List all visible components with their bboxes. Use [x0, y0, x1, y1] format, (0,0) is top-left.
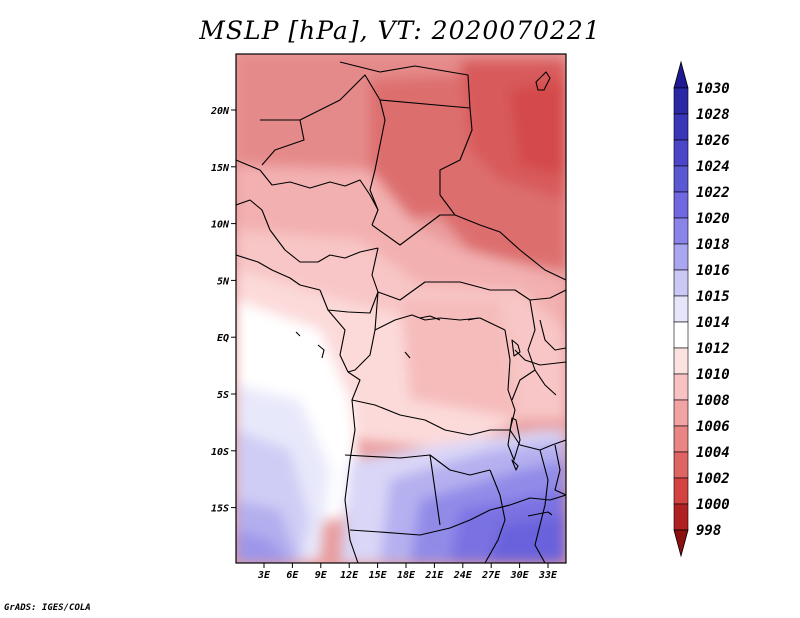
colorbar-label: 1022 [696, 185, 730, 201]
x-tick-label: 24E [453, 570, 473, 581]
country-borders [236, 61, 566, 563]
y-tick-label: 15N [211, 163, 230, 174]
colorbar-segment [673, 87, 689, 115]
colorbar-segment [673, 191, 689, 219]
x-tick-label: 33E [538, 570, 558, 581]
x-tick-label: 18E [397, 570, 416, 581]
colorbar-label: 1026 [696, 133, 730, 149]
colorbar-label: 1016 [696, 263, 730, 279]
x-tick-label: 3E [257, 570, 271, 581]
x-tick-label: 27E [481, 570, 501, 581]
colorbar-segment [673, 269, 689, 297]
x-tick-label: 30E [510, 570, 530, 581]
colorbar-label: 1015 [696, 289, 730, 305]
x-tick-label: 9E [315, 570, 328, 581]
colorbar-segment [673, 113, 689, 141]
colorbar: 1030 1028 1026 1024 1022 1020 1018 1016 1015 1014… [673, 60, 730, 558]
colorbar-segment [673, 243, 689, 271]
y-tick-label: EQ [217, 333, 229, 344]
colorbar-label: 1014 [696, 315, 730, 331]
x-tick-label: 6E [286, 570, 299, 581]
x-tick-label: 15E [369, 570, 388, 581]
y-axis: 20N 15N 10N 5N EQ 5S 10S 15S [210, 106, 236, 515]
colorbar-segment [673, 477, 689, 505]
y-tick-label: 10S [211, 447, 229, 458]
colorbar-label: 1010 [696, 367, 730, 383]
y-tick-label: 15S [211, 504, 229, 515]
colorbar-label: 1002 [696, 471, 730, 487]
colorbar-segment [673, 399, 689, 427]
colorbar-segment [673, 503, 689, 531]
colorbar-segment [673, 295, 689, 323]
y-tick-label: 5S [217, 390, 229, 401]
colorbar-segment [673, 373, 689, 401]
y-tick-label: 20N [210, 106, 230, 117]
colorbar-segment [673, 425, 689, 453]
colorbar-label: 1024 [696, 159, 730, 175]
colorbar-segment [673, 451, 689, 479]
colorbar-bottom-arrow [673, 529, 689, 558]
colorbar-label: 1028 [696, 107, 730, 123]
x-tick-label: 21E [424, 570, 444, 581]
colorbar-label: 1000 [696, 497, 730, 513]
colorbar-segment [673, 217, 689, 245]
footer-credit: GrADS: IGES/COLA [4, 603, 91, 613]
colorbar-label: 1006 [696, 419, 730, 435]
y-tick-label: 5N [217, 276, 230, 287]
colorbar-label: 1012 [696, 341, 730, 357]
map-title: MSLP [hPa], VT: 2020070221 [199, 16, 601, 45]
pressure-field [236, 54, 566, 563]
colorbar-top-arrow [673, 60, 689, 89]
x-tick-label: 12E [340, 570, 359, 581]
colorbar-label: 1020 [696, 211, 730, 227]
map-frame [235, 53, 567, 564]
colorbar-label: 998 [696, 523, 721, 539]
colorbar-segment [673, 139, 689, 167]
colorbar-segment [673, 165, 689, 193]
colorbar-label: 1008 [696, 393, 730, 409]
x-axis: 3E 6E 9E 12E 15E 18E 21E 24E 27E 30E 33E [257, 563, 558, 581]
colorbar-label: 1018 [696, 237, 730, 253]
colorbar-label: 1004 [696, 445, 730, 461]
colorbar-segment [673, 321, 689, 349]
colorbar-label: 1030 [696, 81, 730, 97]
colorbar-segment [673, 347, 689, 375]
y-tick-label: 10N [211, 220, 230, 231]
